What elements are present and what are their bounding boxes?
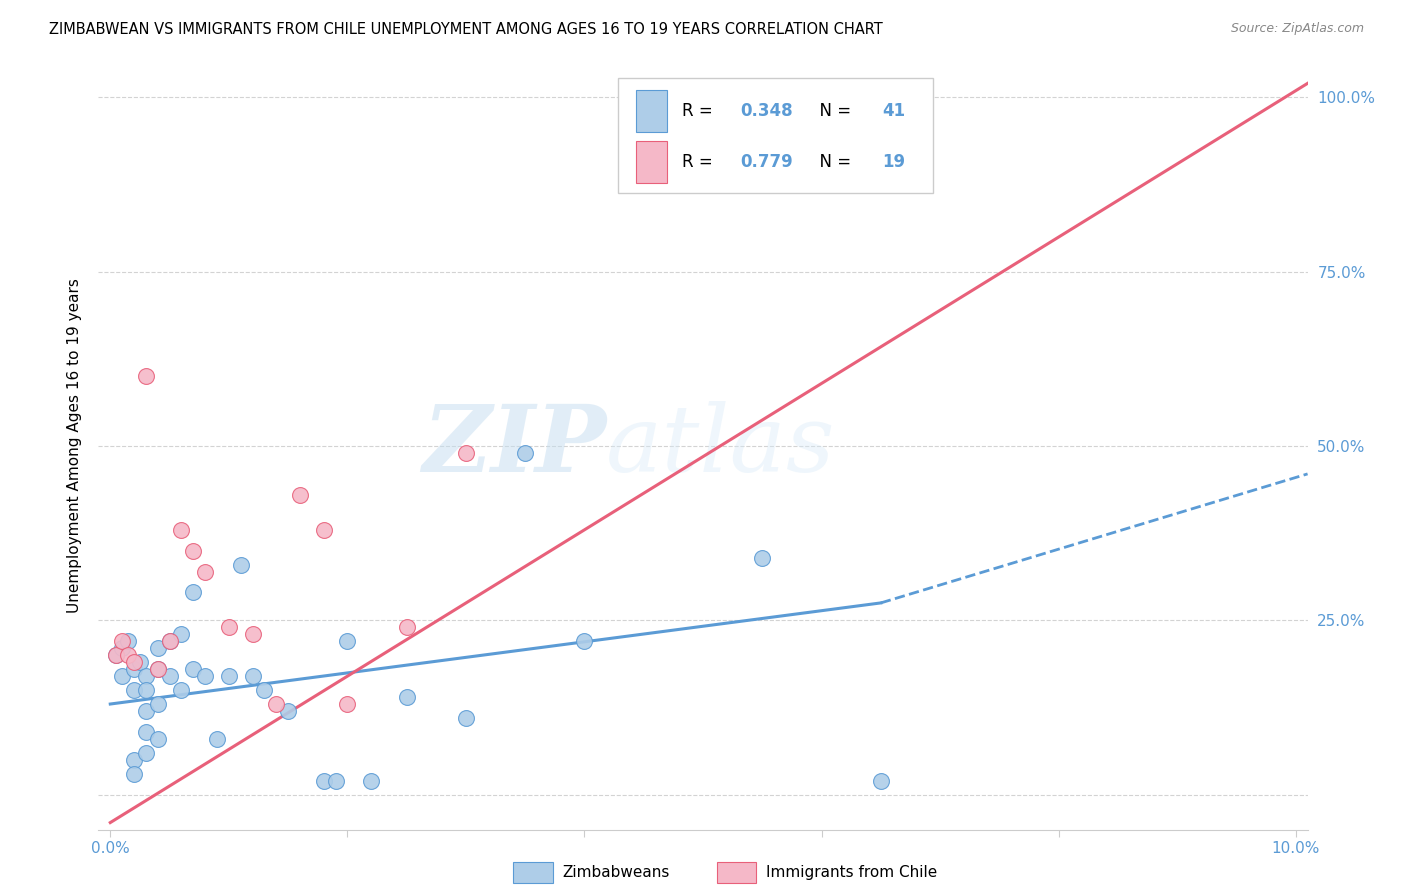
Point	[336, 634, 359, 648]
FancyBboxPatch shape	[637, 141, 666, 183]
Point	[122, 662, 145, 676]
Point	[135, 669, 157, 683]
Point	[181, 543, 204, 558]
Point	[515, 446, 537, 460]
Point	[135, 704, 157, 718]
Point	[170, 683, 193, 698]
Text: Source: ZipAtlas.com: Source: ZipAtlas.com	[1230, 22, 1364, 36]
Point	[146, 662, 169, 676]
Point	[122, 655, 145, 669]
Point	[117, 634, 139, 648]
Text: 19: 19	[882, 153, 905, 171]
Text: Zimbabweans: Zimbabweans	[562, 865, 669, 880]
Point	[395, 690, 418, 704]
Text: N =: N =	[810, 102, 856, 120]
Point	[146, 641, 169, 656]
Point	[135, 369, 157, 384]
Text: atlas: atlas	[606, 401, 835, 491]
Point	[751, 550, 773, 565]
Text: ZIMBABWEAN VS IMMIGRANTS FROM CHILE UNEMPLOYMENT AMONG AGES 16 TO 19 YEARS CORRE: ZIMBABWEAN VS IMMIGRANTS FROM CHILE UNEM…	[49, 22, 883, 37]
Point	[159, 634, 181, 648]
FancyBboxPatch shape	[619, 78, 932, 193]
Point	[111, 641, 134, 656]
Point	[288, 488, 311, 502]
Point	[218, 620, 240, 634]
Point	[312, 773, 335, 788]
Text: R =: R =	[682, 153, 718, 171]
Point	[146, 662, 169, 676]
Point	[105, 648, 128, 663]
Point	[146, 731, 169, 746]
Point	[205, 731, 228, 746]
Point	[194, 669, 217, 683]
Point	[129, 655, 152, 669]
Point	[218, 669, 240, 683]
Point	[253, 683, 276, 698]
Point	[122, 766, 145, 780]
Point	[633, 174, 655, 188]
Text: N =: N =	[810, 153, 856, 171]
Point	[159, 669, 181, 683]
Point	[869, 773, 891, 788]
Point	[242, 669, 264, 683]
Point	[312, 523, 335, 537]
Point	[277, 704, 299, 718]
Point	[122, 753, 145, 767]
Point	[194, 565, 217, 579]
Text: 0.348: 0.348	[741, 102, 793, 120]
Text: ZIP: ZIP	[422, 401, 606, 491]
Point	[117, 648, 139, 663]
Text: 41: 41	[882, 102, 905, 120]
Y-axis label: Unemployment Among Ages 16 to 19 years: Unemployment Among Ages 16 to 19 years	[67, 278, 83, 614]
Point	[159, 634, 181, 648]
Point	[229, 558, 252, 572]
Point	[170, 627, 193, 641]
Point	[242, 627, 264, 641]
Point	[181, 662, 204, 676]
Point	[336, 697, 359, 711]
Point	[454, 446, 477, 460]
Point	[135, 746, 157, 760]
Point	[111, 634, 134, 648]
Point	[264, 697, 287, 711]
Point	[360, 773, 382, 788]
Point	[122, 683, 145, 698]
Point	[325, 773, 347, 788]
Point	[181, 585, 204, 599]
FancyBboxPatch shape	[637, 90, 666, 132]
Point	[454, 711, 477, 725]
Point	[135, 683, 157, 698]
Point	[105, 648, 128, 663]
Text: R =: R =	[682, 102, 718, 120]
Text: Immigrants from Chile: Immigrants from Chile	[766, 865, 938, 880]
Point	[146, 697, 169, 711]
Point	[170, 523, 193, 537]
Point	[574, 634, 596, 648]
Point	[135, 725, 157, 739]
Text: 0.779: 0.779	[741, 153, 793, 171]
Point	[395, 620, 418, 634]
Point	[111, 669, 134, 683]
